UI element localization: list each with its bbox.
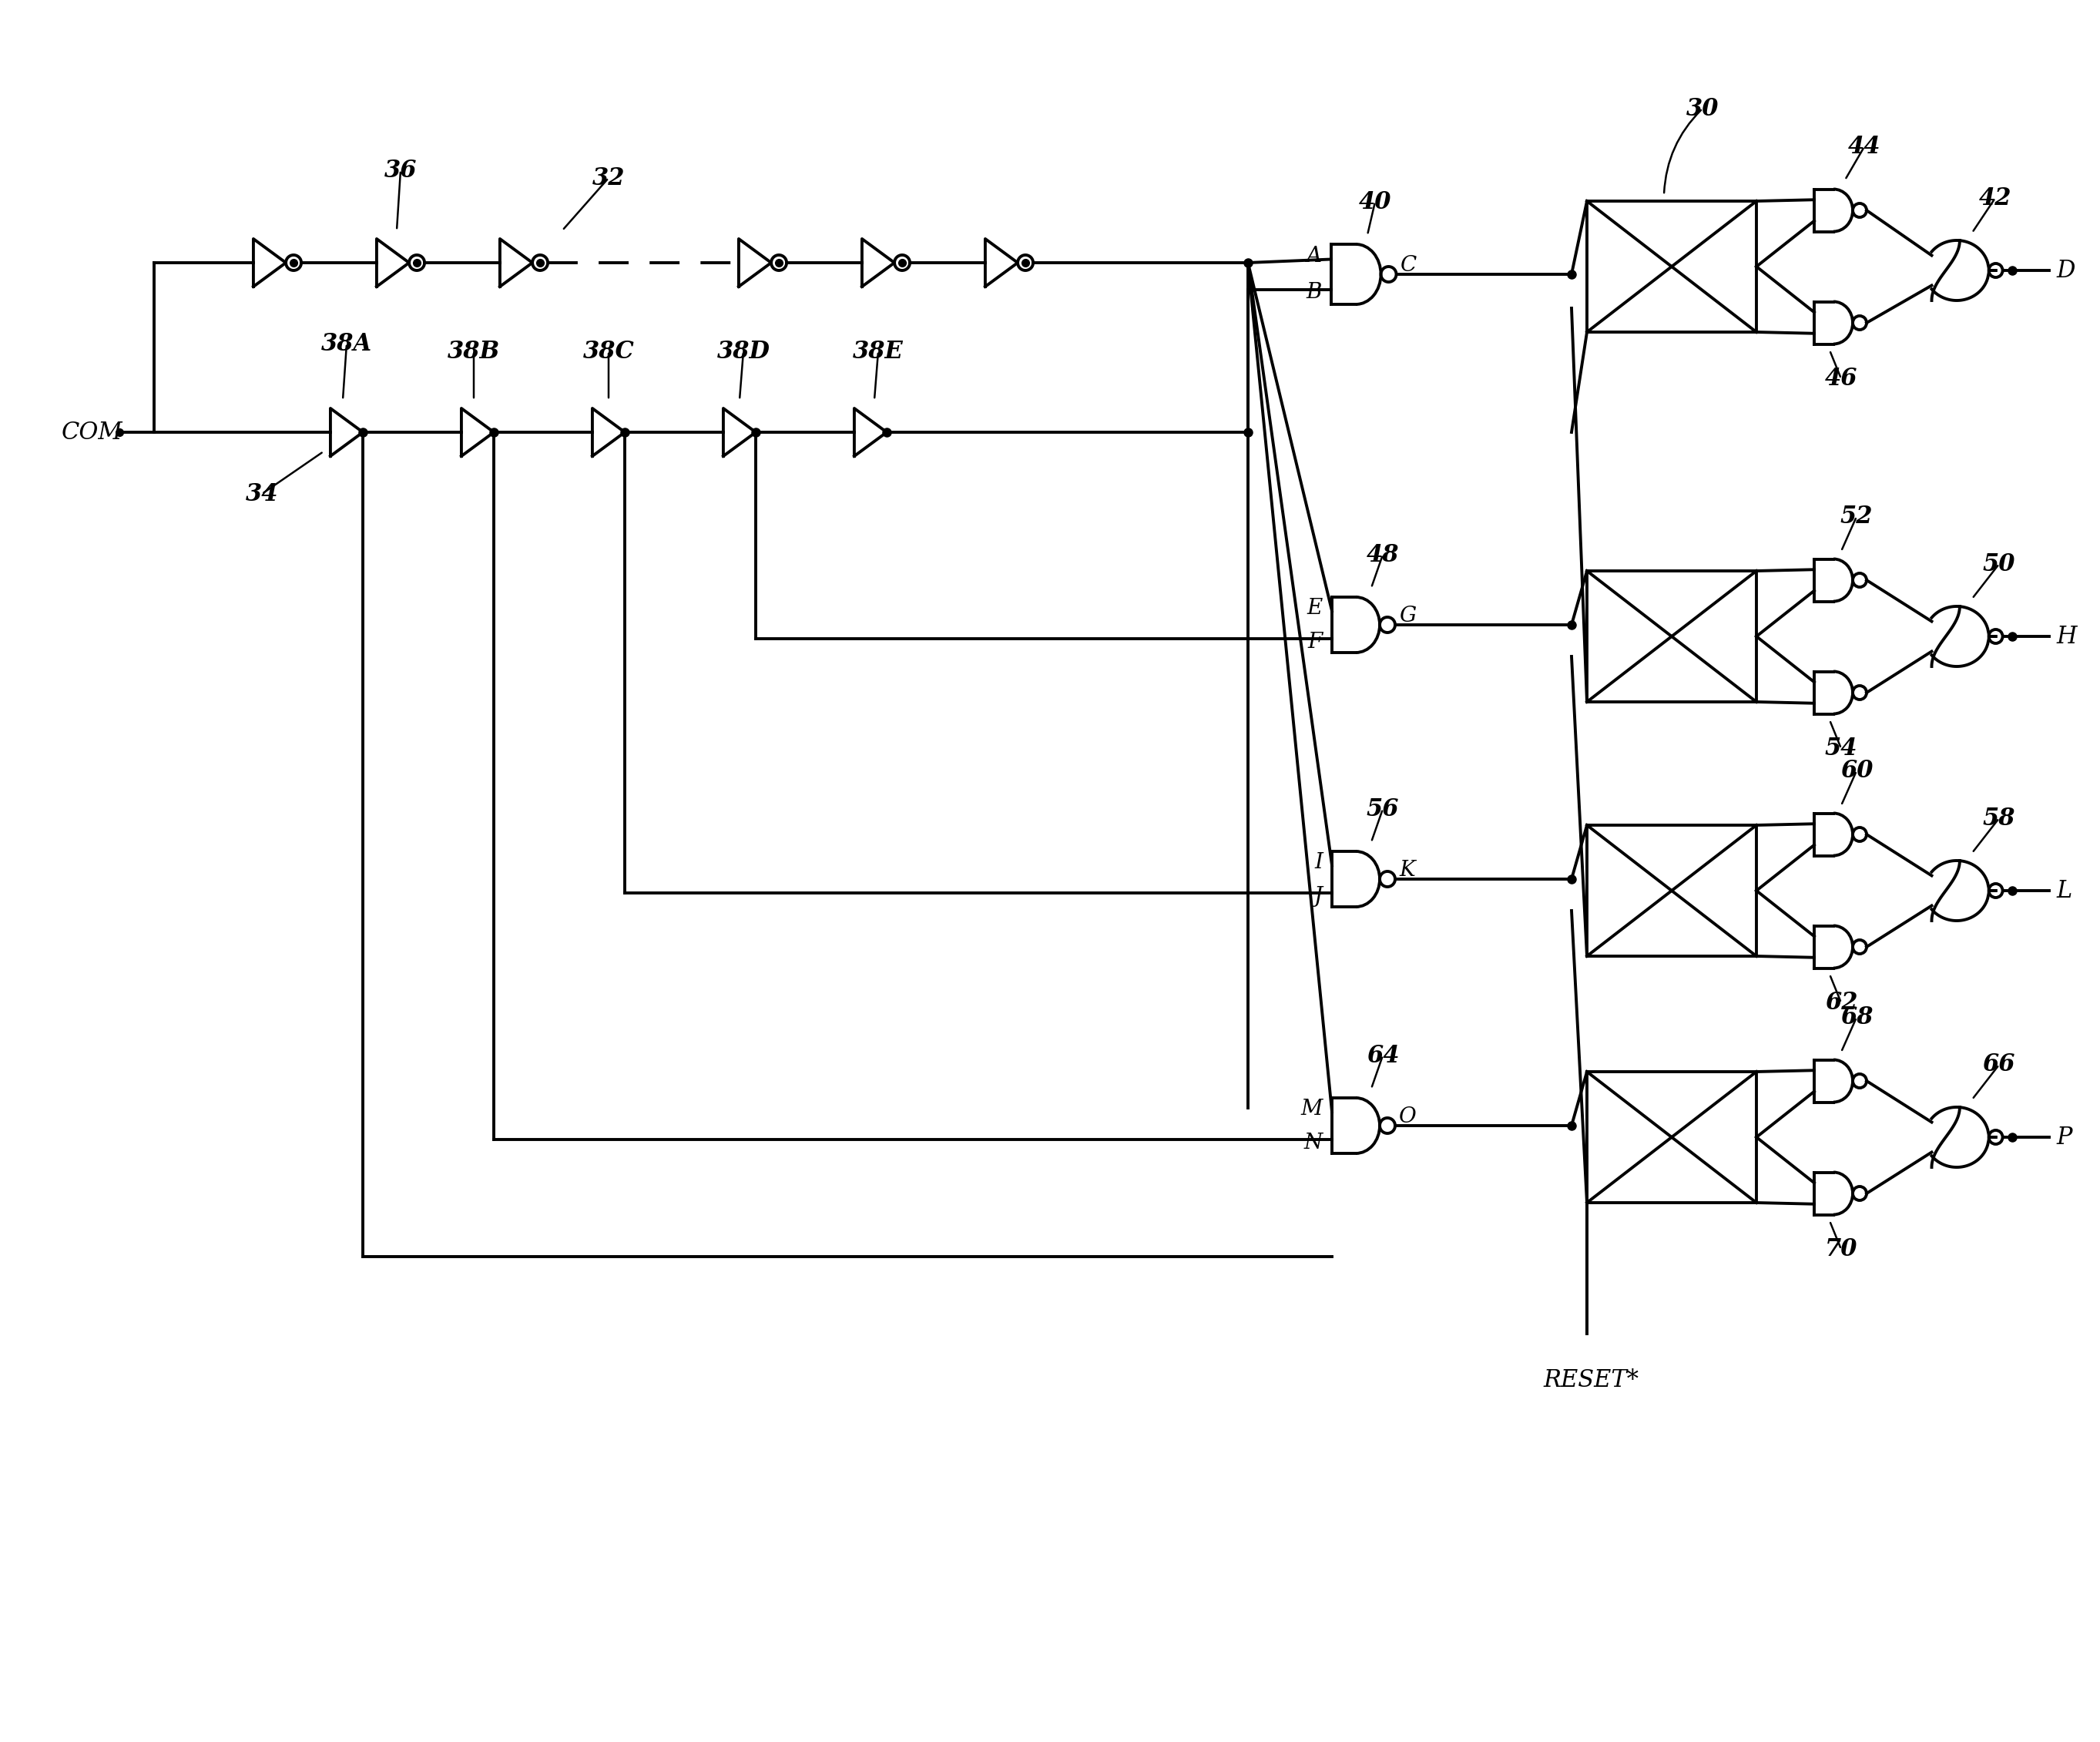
Text: 32: 32 (592, 165, 626, 190)
Text: D: D (2056, 258, 2075, 282)
Text: 48: 48 (1367, 544, 1399, 566)
Text: 42: 42 (1978, 186, 2012, 211)
Text: 38E: 38E (853, 340, 903, 364)
Text: 44: 44 (1848, 134, 1882, 159)
Text: E: E (1306, 598, 1323, 618)
Text: J: J (1315, 885, 1323, 906)
Text: H: H (2056, 624, 2077, 648)
Text: 62: 62 (1825, 991, 1858, 1014)
Text: M: M (1300, 1097, 1323, 1118)
Text: 38D: 38D (716, 340, 771, 364)
Text: N: N (1304, 1132, 1323, 1153)
Text: 56: 56 (1367, 798, 1399, 820)
Text: F: F (1308, 631, 1323, 652)
Text: 30: 30 (1686, 98, 1720, 120)
Text: K: K (1399, 859, 1415, 880)
Text: G: G (1399, 604, 1415, 625)
Text: 58: 58 (1982, 807, 2016, 831)
Text: 66: 66 (1982, 1052, 2016, 1077)
Text: 40: 40 (1359, 190, 1392, 214)
Text: C: C (1401, 254, 1418, 275)
Text: 34: 34 (246, 483, 279, 505)
Text: A: A (1306, 246, 1321, 267)
Text: P: P (2056, 1125, 2073, 1150)
Text: RESET*: RESET* (1543, 1367, 1638, 1392)
Text: B: B (1306, 282, 1321, 303)
Text: 52: 52 (1840, 505, 1873, 528)
Text: 64: 64 (1367, 1043, 1399, 1068)
Text: 38A: 38A (321, 331, 372, 355)
Text: 70: 70 (1825, 1237, 1858, 1261)
Text: O: O (1399, 1106, 1418, 1127)
Text: 68: 68 (1840, 1005, 1873, 1030)
Text: 38B: 38B (447, 340, 500, 364)
Text: 38C: 38C (584, 340, 634, 364)
Text: 50: 50 (1982, 552, 2016, 577)
Text: 60: 60 (1840, 760, 1873, 782)
Text: L: L (2056, 878, 2073, 902)
Text: 36: 36 (384, 159, 418, 183)
Text: I: I (1315, 852, 1323, 873)
Text: COM: COM (61, 420, 124, 444)
Text: 54: 54 (1825, 737, 1858, 761)
Text: 46: 46 (1825, 368, 1858, 390)
